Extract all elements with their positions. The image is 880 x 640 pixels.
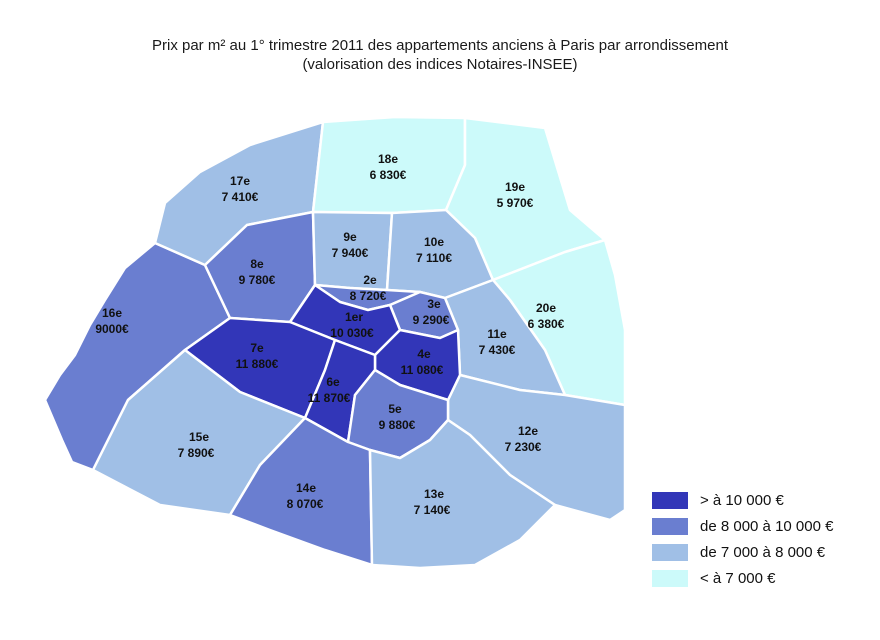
- legend-label: de 8 000 à 10 000 €: [700, 517, 834, 535]
- legend: > à 10 000 € de 8 000 à 10 000 € de 7 00…: [652, 487, 833, 591]
- label-13-name: 13e: [424, 487, 444, 501]
- arrondissement-13: [368, 418, 557, 570]
- label-17-name: 17e: [230, 174, 250, 188]
- label-18-price: 6 830€: [370, 168, 407, 182]
- label-5-price: 9 880€: [379, 418, 416, 432]
- label-8-price: 9 780€: [239, 273, 276, 287]
- label-16-price: 9000€: [95, 322, 129, 336]
- label-6-name: 6e: [326, 375, 340, 389]
- title-line-2: (valorisation des indices Notaires-INSEE…: [302, 56, 578, 73]
- legend-item: de 8 000 à 10 000 €: [652, 513, 833, 539]
- label-20-name: 20e: [536, 301, 556, 315]
- legend-item: > à 10 000 €: [652, 487, 833, 513]
- arrondissement-14: [228, 416, 374, 567]
- label-11-price: 7 430€: [479, 343, 516, 357]
- label-8-name: 8e: [250, 257, 264, 271]
- label-15-name: 15e: [189, 430, 209, 444]
- legend-label: > à 10 000 €: [700, 491, 784, 509]
- label-19-name: 19e: [505, 180, 525, 194]
- label-13-price: 7 140€: [414, 503, 451, 517]
- label-10-name: 10e: [424, 235, 444, 249]
- label-9-name: 9e: [343, 230, 357, 244]
- arrondissement-13-shape: [368, 418, 557, 570]
- label-12-name: 12e: [518, 424, 538, 438]
- label-6-price: 11 870€: [308, 391, 351, 405]
- label-3-price: 9 290€: [413, 313, 450, 327]
- label-17-price: 7 410€: [222, 190, 259, 204]
- label-4-name: 4e: [417, 347, 431, 361]
- label-2-name: 2e: [363, 273, 377, 287]
- map-title: Prix par m² au 1° trimestre 2011 des app…: [0, 36, 880, 74]
- label-11-name: 11e: [487, 327, 507, 341]
- label-7-price: 11 880€: [236, 357, 279, 371]
- label-3-name: 3e: [427, 297, 441, 311]
- arrondissement-14-shape: [228, 416, 374, 567]
- label-10-price: 7 110€: [416, 251, 452, 265]
- label-12-price: 7 230€: [505, 440, 542, 454]
- legend-label: de 7 000 à 8 000 €: [700, 543, 826, 561]
- label-18-name: 18e: [378, 152, 398, 166]
- label-1-price: 10 030€: [330, 326, 374, 340]
- legend-swatch: [652, 569, 688, 587]
- label-16-name: 16e: [102, 306, 122, 320]
- legend-swatch: [652, 543, 688, 561]
- label-9-price: 7 940€: [332, 246, 369, 260]
- legend-item: de 7 000 à 8 000 €: [652, 539, 833, 565]
- label-1-name: 1er: [345, 310, 363, 324]
- label-2-price: 8 720€: [350, 289, 387, 303]
- label-14-price: 8 070€: [287, 497, 324, 511]
- legend-swatch: [652, 517, 688, 535]
- label-5-name: 5e: [388, 402, 402, 416]
- legend-label: < à 7 000 €: [700, 569, 776, 587]
- arrondissement-labels: 18e 6 830€ 17e 7 410€ 19e 5 970€ 9e 7 94…: [95, 152, 564, 517]
- label-19-price: 5 970€: [497, 196, 534, 210]
- label-4-price: 11 080€: [401, 363, 444, 377]
- title-line-1: Prix par m² au 1° trimestre 2011 des app…: [152, 37, 728, 54]
- label-14-name: 14e: [296, 481, 316, 495]
- label-7-name: 7e: [250, 341, 264, 355]
- legend-swatch: [652, 491, 688, 509]
- label-20-price: 6 380€: [528, 317, 565, 331]
- legend-item: < à 7 000 €: [652, 565, 833, 591]
- label-15-price: 7 890€: [178, 446, 215, 460]
